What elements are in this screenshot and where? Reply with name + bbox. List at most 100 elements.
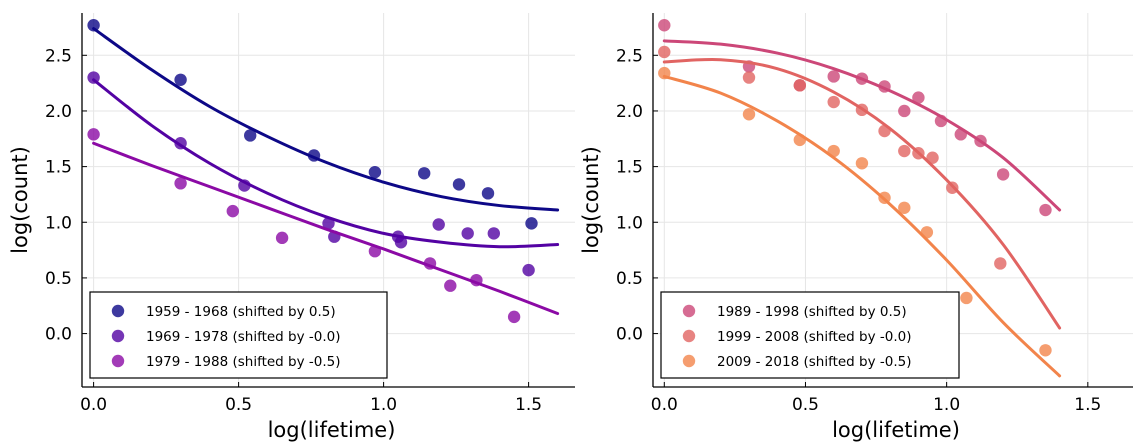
series-2-point bbox=[946, 181, 959, 194]
y-tick-label: 1.0 bbox=[45, 213, 72, 233]
series-3-point bbox=[174, 177, 187, 190]
series-3-point bbox=[878, 191, 891, 204]
y-tick-label: 0.0 bbox=[45, 325, 72, 345]
y-tick-label: 2.5 bbox=[616, 46, 643, 66]
y-tick-label: 2.0 bbox=[45, 102, 72, 122]
series-2-point bbox=[994, 257, 1007, 270]
legend-marker-3 bbox=[111, 354, 125, 368]
legend-marker-2 bbox=[111, 329, 125, 343]
legend-label-2: 1999 - 2008 (shifted by -0.0) bbox=[717, 329, 912, 345]
series-3-point bbox=[275, 231, 289, 245]
legend-box bbox=[660, 291, 960, 379]
series-3-point bbox=[920, 226, 934, 239]
series-3-fit-line bbox=[662, 74, 1062, 378]
series-3-point bbox=[470, 273, 483, 287]
series-3-point bbox=[507, 310, 521, 324]
series-1-point bbox=[974, 134, 987, 148]
series-1-point bbox=[827, 70, 840, 83]
series-2-point bbox=[522, 263, 535, 277]
x-tick-label: 0.5 bbox=[792, 395, 819, 415]
series-2-point bbox=[322, 217, 335, 230]
series-1-point bbox=[855, 72, 869, 85]
series-2-point bbox=[487, 227, 500, 240]
series-1-point bbox=[1039, 203, 1052, 217]
series-2-point bbox=[87, 71, 100, 84]
legend-marker-2 bbox=[682, 329, 696, 343]
legend-box bbox=[89, 291, 388, 379]
series-3-point bbox=[742, 108, 756, 121]
series-1-point bbox=[878, 80, 891, 93]
series-3-point bbox=[1039, 344, 1052, 357]
x-axis-title: log(lifetime) bbox=[832, 418, 960, 442]
legend-label-2: 1969 - 1978 (shifted by -0.0) bbox=[146, 329, 341, 345]
legend-label-3: 1979 - 1988 (shifted by -0.5) bbox=[146, 354, 341, 370]
series-1-point bbox=[307, 149, 321, 162]
series-2-point bbox=[898, 144, 911, 158]
x-tick-label: 0.0 bbox=[80, 395, 107, 415]
legend: 1959 - 1968 (shifted by 0.5) 1969 - 1978 … bbox=[89, 291, 388, 379]
series-1-point bbox=[954, 128, 967, 141]
x-tick-label: 0.5 bbox=[225, 395, 252, 415]
legend-label-1: 1959 - 1968 (shifted by 0.5) bbox=[146, 304, 336, 320]
series-2-fit-line bbox=[92, 78, 560, 249]
series-3-point bbox=[855, 157, 869, 170]
series-3-point bbox=[898, 201, 911, 214]
y-tick-label: 2.5 bbox=[45, 46, 72, 66]
series-1-point bbox=[452, 178, 466, 191]
series-1-point bbox=[87, 19, 100, 32]
series-2-point bbox=[394, 236, 408, 249]
legend-marker-1 bbox=[682, 304, 696, 318]
series-1-point bbox=[368, 165, 382, 179]
series-2-point bbox=[174, 137, 187, 150]
series-1-point bbox=[658, 19, 671, 32]
legend-label-3: 2009 - 2018 (shifted by -0.5) bbox=[717, 354, 912, 370]
series-2-point bbox=[878, 124, 891, 138]
chart-panel-2: 0.0 0.5 1.0 1.5 0.0 0.5 1.0 1.5 2.0 2.5 log(lifeti… bbox=[579, 13, 1133, 442]
y-tick-label: 0.0 bbox=[616, 325, 643, 345]
y-axis-title: log(count) bbox=[579, 146, 603, 254]
series-2-point bbox=[238, 179, 251, 192]
series-3-point bbox=[423, 257, 437, 270]
series-2-point bbox=[742, 71, 756, 84]
series-2-point bbox=[827, 95, 840, 109]
series-2-point bbox=[432, 218, 445, 231]
x-tick-label: 1.0 bbox=[933, 395, 960, 415]
y-tick-label: 1.5 bbox=[45, 158, 72, 178]
series-3-point bbox=[226, 204, 239, 218]
series-3-fit-line bbox=[92, 141, 560, 316]
series-2-fit-line bbox=[662, 58, 1062, 330]
series-3-point bbox=[793, 133, 807, 147]
series-1-point bbox=[912, 91, 925, 104]
y-tick-label: 2.0 bbox=[616, 102, 643, 122]
series-3-point bbox=[960, 291, 973, 305]
series-1-point bbox=[174, 73, 187, 86]
series-1-point bbox=[525, 217, 538, 230]
x-tick-label: 1.5 bbox=[515, 395, 542, 415]
series-2-point bbox=[793, 79, 807, 92]
series-3-point bbox=[368, 245, 382, 258]
y-axis-title: log(count) bbox=[8, 146, 32, 254]
y-tick-label: 1.0 bbox=[616, 213, 643, 233]
y-tick-label: 1.5 bbox=[616, 158, 643, 178]
legend-marker-3 bbox=[682, 354, 696, 368]
x-tick-label: 0.0 bbox=[651, 395, 678, 415]
series-2-point bbox=[926, 151, 939, 164]
series-1-point bbox=[244, 129, 257, 142]
series-3-point bbox=[827, 144, 840, 158]
y-tick-label: 0.5 bbox=[45, 269, 72, 289]
series-1-point bbox=[898, 104, 911, 118]
series-2-point bbox=[855, 103, 869, 117]
x-tick-label: 1.5 bbox=[1074, 395, 1101, 415]
legend: 1989 - 1998 (shifted by 0.5) 1999 - 2008 … bbox=[660, 291, 960, 379]
x-axis-title: log(lifetime) bbox=[268, 418, 396, 442]
y-tick-label: 0.5 bbox=[616, 269, 643, 289]
series-2-point bbox=[658, 45, 671, 59]
series-3-point bbox=[658, 66, 671, 80]
series-2-point bbox=[461, 227, 474, 240]
legend-marker-1 bbox=[111, 304, 125, 318]
series-2-point bbox=[912, 147, 925, 160]
x-tick-label: 1.0 bbox=[370, 395, 397, 415]
legend-label-1: 1989 - 1998 (shifted by 0.5) bbox=[717, 304, 907, 320]
series-3-point bbox=[87, 128, 100, 141]
